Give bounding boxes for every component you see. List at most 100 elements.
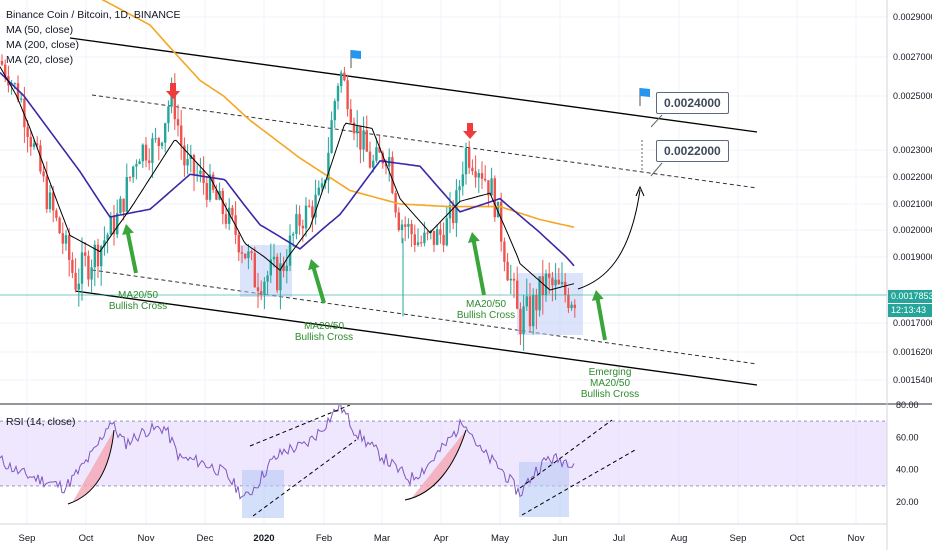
candle-body <box>525 296 528 307</box>
candle-body <box>253 253 256 288</box>
candle-body <box>560 281 564 285</box>
candle-body <box>157 138 160 147</box>
candle-body <box>314 194 317 218</box>
candle-body <box>512 278 516 281</box>
candle-body <box>487 180 490 196</box>
candle-body <box>362 130 365 150</box>
candle-body <box>48 192 52 210</box>
price-tick-label: 0.0015400 <box>893 375 932 385</box>
candle-body <box>458 186 461 191</box>
time-tick-label: 2020 <box>253 533 274 544</box>
candle-body <box>381 152 384 164</box>
candle-body <box>237 234 240 253</box>
legend-ma200[interactable]: MA (200, close) <box>6 39 79 51</box>
candle-body <box>192 155 196 176</box>
candle-body <box>301 225 304 229</box>
rsi-line[interactable] <box>0 399 575 500</box>
green-arrow-1 <box>122 224 138 274</box>
legend-rsi[interactable]: RSI (14, close) <box>6 416 76 428</box>
time-tick-label: Aug <box>671 533 688 544</box>
candle-body <box>311 206 314 218</box>
candle-body <box>0 60 4 65</box>
channel-mid-line-lower[interactable] <box>91 269 758 365</box>
ma50-line[interactable] <box>0 72 575 267</box>
candle-body <box>122 198 125 212</box>
projection-curve[interactable] <box>577 189 641 290</box>
candle-body <box>333 101 336 121</box>
ma200-line[interactable] <box>60 0 575 228</box>
candle-body <box>384 163 388 167</box>
legend-ma20[interactable]: MA (20, close) <box>6 54 74 66</box>
candle-body <box>285 265 288 272</box>
rsi-tick-label: 20.00 <box>896 497 919 507</box>
candle-body <box>256 287 260 292</box>
flag-icon <box>640 88 650 97</box>
candle-body <box>317 187 320 195</box>
candle-body <box>474 171 477 178</box>
candle-body <box>426 232 429 234</box>
channel-top-line[interactable] <box>69 37 758 133</box>
rsi-box-2[interactable] <box>519 462 569 517</box>
rsi-channel-line-2[interactable] <box>252 439 357 517</box>
ma20-line[interactable] <box>0 66 575 291</box>
candle-body <box>100 246 103 267</box>
target-callout-1[interactable]: 0.0024000 <box>656 92 729 114</box>
candle-body <box>570 304 573 309</box>
target-callout-2[interactable]: 0.0022000 <box>656 140 729 162</box>
candle-body <box>356 125 359 134</box>
candle-body <box>471 167 474 172</box>
target1-pointer <box>650 114 663 128</box>
candle-body <box>71 259 74 273</box>
candle-body <box>205 183 208 200</box>
rsi-channel-line-4[interactable] <box>521 449 636 516</box>
time-tick-label: Sep <box>730 533 747 544</box>
candle-body <box>266 275 269 282</box>
candle-body <box>535 295 538 311</box>
price-tick-label: 0.0023000 <box>893 145 932 155</box>
candle-body <box>103 240 106 247</box>
candle-body <box>461 174 464 187</box>
candle-body <box>400 224 404 231</box>
candle-body <box>528 296 532 327</box>
candle-body <box>522 306 525 335</box>
time-tick-label: Sep <box>19 533 36 544</box>
candle-body <box>564 281 567 295</box>
candle-body <box>378 147 381 153</box>
legend-title[interactable]: Binance Coin / Bitcoin, 1D, BINANCE <box>6 9 181 21</box>
rsi-channel-line-3[interactable] <box>519 419 613 489</box>
rsi-tick-label: 80.00 <box>896 400 919 410</box>
candle-body <box>52 192 55 211</box>
candle-body <box>68 235 71 260</box>
candle-body <box>509 278 512 281</box>
rsi-curve-1 <box>67 429 115 505</box>
candle-body <box>45 176 48 210</box>
main-pane <box>0 0 887 403</box>
legend-ma50[interactable]: MA (50, close) <box>6 24 74 36</box>
candle-body <box>183 145 186 166</box>
candle-body <box>327 152 330 181</box>
green-arrow-4 <box>591 290 607 341</box>
candle-body <box>573 304 576 309</box>
price-tick-label: 0.0019000 <box>893 252 932 262</box>
candle-body <box>413 234 416 246</box>
candle-body <box>87 255 90 280</box>
candle-body <box>368 151 372 168</box>
candle-body <box>288 235 292 266</box>
time-tick-label: Feb <box>316 533 332 544</box>
time-tick-label: Mar <box>374 533 390 544</box>
rsi-box-1[interactable] <box>242 470 284 518</box>
candle-body <box>445 218 448 246</box>
projection-arrowhead <box>635 185 645 197</box>
candle-body <box>154 138 157 140</box>
price-tick-label: 0.0025000 <box>893 91 932 101</box>
time-tick-label: Nov <box>138 533 155 544</box>
candle-body <box>548 273 551 278</box>
candle-body <box>93 244 96 268</box>
candle-body <box>39 145 42 172</box>
candle-body <box>240 252 244 254</box>
candle-body <box>96 244 100 267</box>
channel-bottom-line[interactable] <box>74 290 758 386</box>
candle-body <box>336 85 340 102</box>
candle-body <box>20 98 23 100</box>
